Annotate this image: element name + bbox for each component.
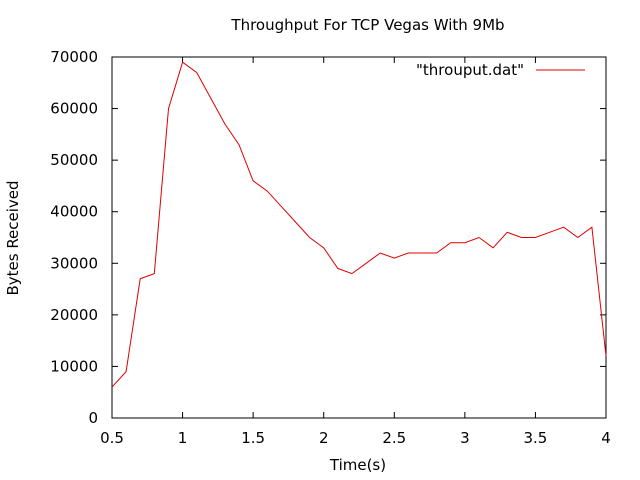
x-axis-label: Time(s) [329, 456, 386, 474]
x-tick-label: 1.5 [241, 429, 265, 447]
x-tick-label: 3 [460, 429, 470, 447]
legend-label: "throuput.dat" [416, 61, 524, 79]
y-tick-label: 20000 [50, 306, 98, 324]
y-tick-label: 70000 [50, 48, 98, 66]
series-line-throuput [111, 61, 607, 388]
x-tick-label: 2.5 [382, 429, 406, 447]
x-tick-label: 1 [178, 429, 188, 447]
x-tick-label: 0.5 [100, 429, 124, 447]
x-tick-label: 3.5 [523, 429, 547, 447]
y-tick-label: 40000 [50, 203, 98, 221]
plot-marks: 0.5 1 1.5 2 2.5 3 3.5 4 0 10000 20000 30000 40000 500… [50, 48, 610, 447]
y-tick-label: 10000 [50, 357, 98, 375]
y-tick-label: 60000 [50, 100, 98, 118]
legend: "throuput.dat" [416, 61, 585, 79]
chart-title: Throughput For TCP Vegas With 9Mb [230, 16, 504, 34]
x-tick-label: 4 [601, 429, 611, 447]
y-tick-label: 30000 [50, 254, 98, 272]
y-tick-label: 0 [88, 409, 98, 427]
plot-frame [111, 56, 607, 419]
y-tick-label: 50000 [50, 151, 98, 169]
x-tick-label: 2 [319, 429, 329, 447]
y-axis-label: Bytes Received [4, 180, 22, 295]
